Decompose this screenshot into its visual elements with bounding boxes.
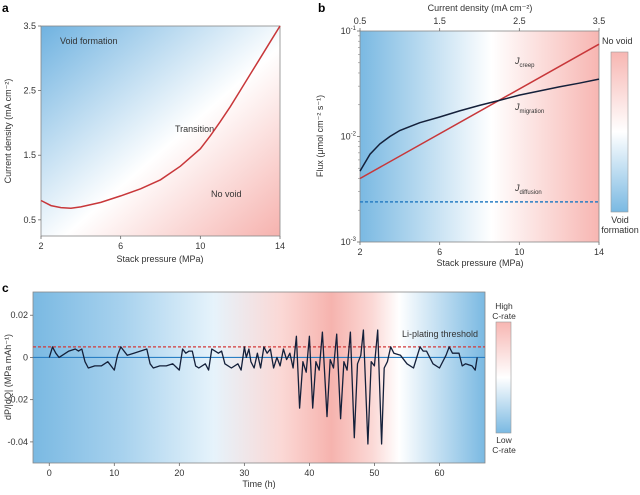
colorbar-c-top-label-2: C-rate: [492, 311, 516, 321]
boundary-curve: [40, 25, 281, 209]
panel-b-x2label: Current density (mA cm⁻²): [428, 3, 533, 13]
colorbar-c-top-label-1: High: [495, 301, 513, 311]
x2-tick-label: 2.5: [513, 16, 526, 26]
panel-c-background: [32, 291, 486, 464]
x-tick-label: 60: [434, 468, 444, 478]
x-tick-label: 2: [38, 241, 43, 251]
x2-tick-label: 1.5: [433, 16, 446, 26]
threshold-label: Li-plating threshold: [402, 329, 478, 339]
pressure-derivative-line: [48, 329, 478, 445]
panel-b-colorbar: [610, 51, 629, 213]
colorbar-c-bottom-label-2: C-rate: [492, 445, 516, 455]
series-line-creep: [359, 43, 600, 180]
y-tick-label: -0.02: [7, 395, 28, 405]
panel-a-background: [40, 25, 281, 237]
y-tick-label: 2.5: [23, 86, 36, 96]
y-tick-label: 0: [23, 352, 28, 362]
panel-a-xlabel: Stack pressure (MPa): [116, 254, 203, 264]
x-tick-label: 10: [109, 468, 119, 478]
y-tick-label: 10-1: [341, 26, 357, 36]
colorbar-b-bottom-label-1: Void: [611, 215, 629, 225]
panel-label-a: a: [2, 1, 9, 15]
x-tick-label: 0: [47, 468, 52, 478]
panel-c-ylabel: dP/|dQ| (MPa mAh⁻¹): [3, 334, 13, 420]
panel-a-ylabel: Current density (mA cm⁻²): [3, 79, 13, 184]
panel-label-c: c: [2, 281, 9, 295]
annotation-void-formation: Void formation: [60, 36, 118, 46]
panel-c-xlabel: Time (h): [242, 479, 275, 489]
panel-c-colorbar: [495, 321, 512, 434]
y-tick-label: -0.04: [7, 437, 28, 447]
x-tick-label: 50: [369, 468, 379, 478]
x-tick-label: 14: [275, 241, 285, 251]
series-label-diffusion: Jdiffusion: [514, 183, 542, 196]
panel-b-xlabel: Stack pressure (MPa): [436, 258, 523, 268]
panel-a-chart: Void formation Transition No void Stack …: [3, 21, 285, 264]
x-tick-label: 10: [195, 241, 205, 251]
x2-tick-label: 0.5: [354, 16, 367, 26]
panel-label-b: b: [318, 1, 325, 15]
x-tick-label: 6: [437, 247, 442, 257]
y-tick-label: 0.5: [23, 215, 36, 225]
x-tick-label: 40: [304, 468, 314, 478]
colorbar-b-bottom-label-2: formation: [601, 225, 639, 235]
y-tick-label: 10-2: [341, 132, 357, 142]
y-tick-label: 0.02: [10, 310, 28, 320]
x-tick-label: 2: [357, 247, 362, 257]
y-tick-label: 10-3: [341, 237, 357, 247]
panel-b-background: [359, 30, 600, 243]
x-tick-label: 6: [118, 241, 123, 251]
series-label-migration: Jmigration: [514, 102, 544, 115]
colorbar-c-bottom-label-1: Low: [496, 435, 512, 445]
panel-b-chart: Stack pressure (MPa) Current density (mA…: [315, 3, 639, 268]
annotation-no-void: No void: [211, 189, 242, 199]
x2-tick-label: 3.5: [593, 16, 606, 26]
x-tick-label: 20: [174, 468, 184, 478]
x-tick-label: 10: [514, 247, 524, 257]
y-tick-label: 1.5: [23, 150, 36, 160]
series-label-creep: Jcreep: [514, 56, 535, 69]
series-line-migration: [359, 78, 600, 172]
y-tick-label: 3.5: [23, 21, 36, 31]
panel-b-ylabel: Flux (μmol cm⁻² s⁻¹): [315, 95, 325, 177]
x-tick-label: 14: [594, 247, 604, 257]
x-tick-label: 30: [239, 468, 249, 478]
panel-c-chart: Li-plating threshold Time (h) dP/|dQ| (M…: [3, 291, 516, 489]
colorbar-b-top-label: No void: [602, 36, 633, 46]
annotation-transition: Transition: [175, 124, 214, 134]
